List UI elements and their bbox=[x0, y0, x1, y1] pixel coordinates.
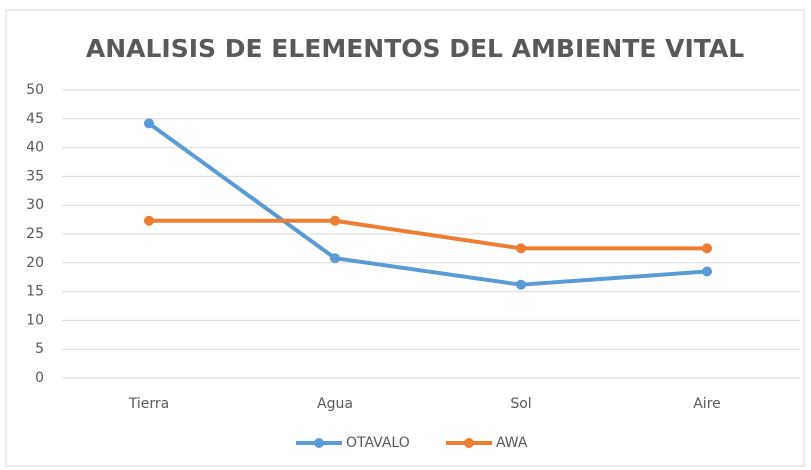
legend-label: OTAVALO bbox=[346, 435, 410, 451]
series-line bbox=[147, 121, 708, 287]
legend-marker bbox=[464, 438, 474, 448]
legend-marker bbox=[314, 438, 324, 448]
y-tick-label: 15 bbox=[26, 284, 44, 300]
y-tick-label: 40 bbox=[26, 140, 44, 156]
y-tick-label: 10 bbox=[26, 312, 44, 328]
y-tick-label: 45 bbox=[26, 111, 44, 127]
marker bbox=[144, 118, 154, 129]
x-tick-label: Agua bbox=[317, 396, 353, 412]
y-tick-label: 25 bbox=[26, 226, 44, 242]
y-tick-label: 30 bbox=[26, 197, 44, 213]
series-line bbox=[149, 218, 707, 251]
legend-label: AWA bbox=[496, 435, 528, 451]
marker bbox=[702, 243, 712, 254]
y-tick-label: 35 bbox=[26, 168, 44, 184]
marker bbox=[516, 243, 526, 254]
marker bbox=[144, 215, 154, 226]
x-tick-label: Sol bbox=[510, 396, 531, 412]
y-tick-label: 50 bbox=[26, 82, 44, 98]
chart-border bbox=[5, 9, 805, 467]
x-tick-label: Tierra bbox=[128, 396, 169, 412]
marker bbox=[516, 279, 526, 290]
y-tick-label: 0 bbox=[35, 370, 44, 386]
chart-title: ANALISIS DE ELEMENTOS DEL AMBIENTE VITAL bbox=[86, 34, 744, 63]
marker bbox=[702, 266, 712, 277]
y-tick-label: 5 bbox=[35, 341, 44, 357]
marker bbox=[330, 253, 340, 264]
marker bbox=[330, 215, 340, 226]
y-tick-label: 20 bbox=[26, 255, 44, 271]
x-tick-label: Aire bbox=[693, 396, 721, 412]
